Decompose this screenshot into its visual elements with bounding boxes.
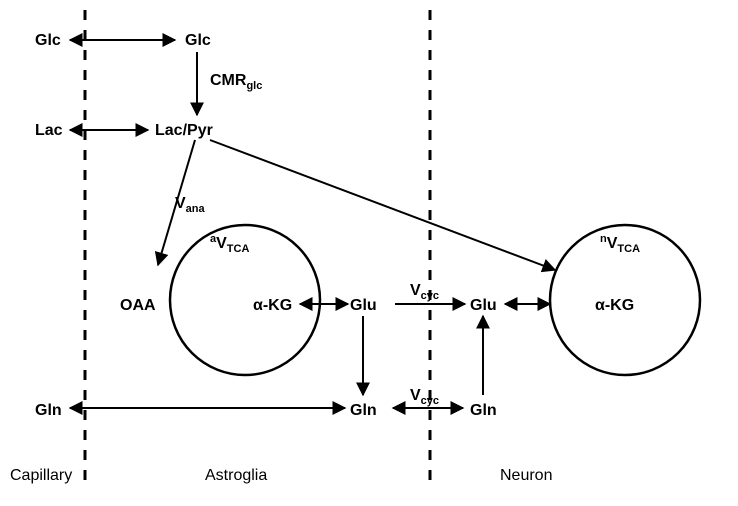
node-glu_a: Glu: [350, 297, 377, 314]
node-avtca: aVTCA: [210, 233, 249, 255]
node-lacpyr: Lac/Pyr: [155, 122, 213, 139]
node-vana: Vana: [175, 195, 206, 215]
node-glc_ast: Glc: [185, 32, 211, 49]
node-glu_n: Glu: [470, 297, 497, 314]
node-gln_cap: Gln: [35, 402, 62, 419]
node-gln_a: Gln: [350, 402, 377, 419]
region-neuron: Neuron: [500, 467, 552, 484]
node-glc_cap: Glc: [35, 32, 61, 49]
node-vcyc2: Vcyc: [410, 387, 439, 407]
node-gln_n: Gln: [470, 402, 497, 419]
region-labels: Capillary Astroglia Neuron: [10, 467, 552, 484]
arrow-4: [210, 140, 555, 270]
region-astroglia: Astroglia: [205, 467, 267, 484]
region-capillary: Capillary: [10, 467, 72, 484]
node-lac_cap: Lac: [35, 122, 63, 139]
node-cmr: CMRglc: [210, 72, 262, 92]
node-akg_n: α-KG: [595, 297, 634, 314]
node-oaa: OAA: [120, 297, 156, 314]
metabolic-diagram: Glc Glc Lac Lac/Pyr CMRglc VanaaVTCA nVTCA OAA α…: [0, 0, 738, 506]
labels: Glc Glc Lac Lac/Pyr CMRglc VanaaVTCA nVTCA OAA α…: [35, 32, 640, 419]
node-vcyc1: Vcyc: [410, 282, 439, 302]
node-nvtca: nVTCA: [600, 233, 640, 255]
arrows: [70, 40, 555, 408]
node-akg_a: α-KG: [253, 297, 292, 314]
